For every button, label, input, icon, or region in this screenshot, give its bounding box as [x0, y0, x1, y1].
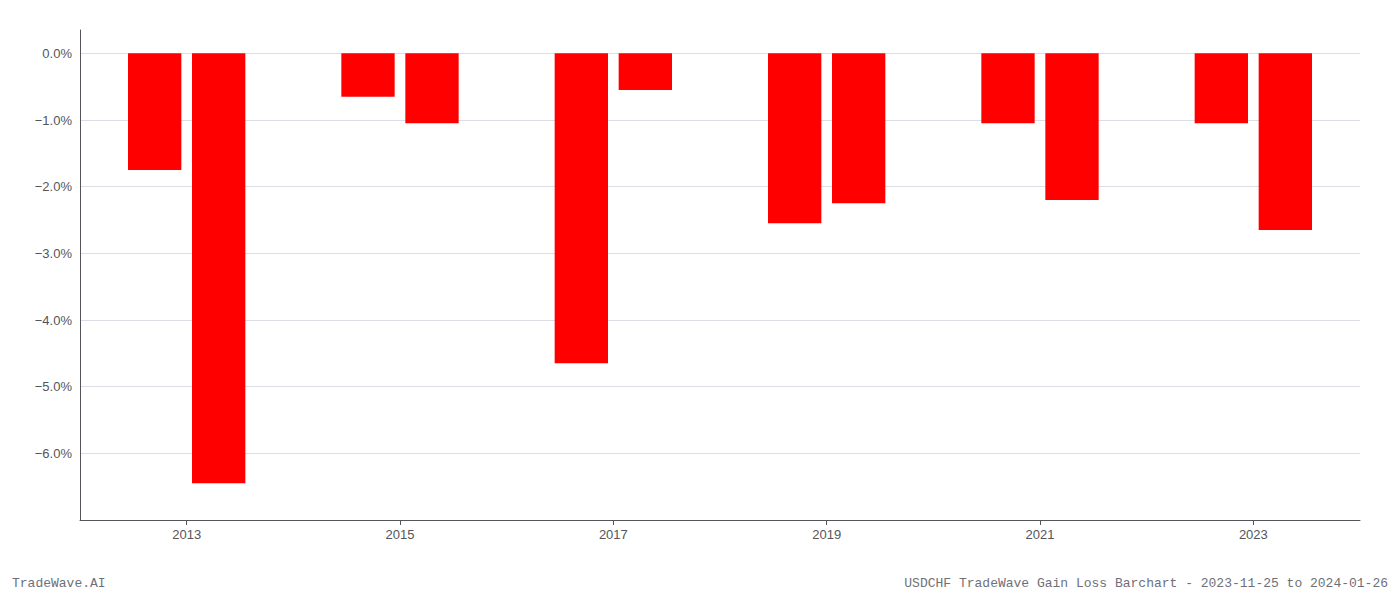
svg-text:−2.0%: −2.0%	[35, 179, 73, 194]
svg-text:−1.0%: −1.0%	[35, 113, 73, 128]
svg-text:2019: 2019	[812, 527, 841, 542]
svg-text:2015: 2015	[386, 527, 415, 542]
svg-text:2013: 2013	[172, 527, 201, 542]
svg-text:−4.0%: −4.0%	[35, 313, 73, 328]
svg-text:2023: 2023	[1239, 527, 1268, 542]
svg-text:USDCHF TradeWave Gain Loss Bar: USDCHF TradeWave Gain Loss Barchart - 20…	[904, 576, 1388, 591]
svg-text:2017: 2017	[599, 527, 628, 542]
svg-text:2021: 2021	[1026, 527, 1055, 542]
svg-text:−3.0%: −3.0%	[35, 246, 73, 261]
svg-text:−6.0%: −6.0%	[35, 446, 73, 461]
svg-text:0.0%: 0.0%	[42, 46, 72, 61]
svg-text:−5.0%: −5.0%	[35, 379, 73, 394]
svg-text:TradeWave.AI: TradeWave.AI	[12, 576, 106, 591]
